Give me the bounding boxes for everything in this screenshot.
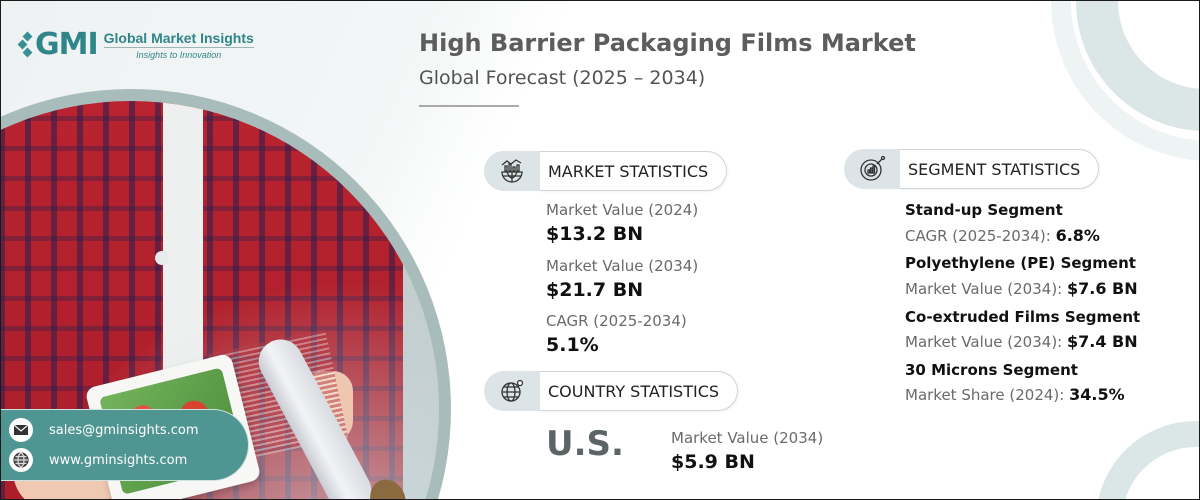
segment-metric-label: Market Value (2034): (905, 280, 1067, 298)
decor-arc-bottom-right (1096, 421, 1199, 499)
contact-email[interactable]: sales@gminsights.com (49, 422, 199, 438)
segment-metric-label: Market Share (2024): (905, 386, 1070, 404)
logo-mark: GMI (35, 27, 99, 62)
contact-website[interactable]: www.gminsights.com (49, 452, 188, 468)
segment-statistics-title: SEGMENT STATISTICS (900, 149, 1100, 189)
segment-name-polyethylene: Polyethylene (PE) Segment (905, 254, 1136, 272)
country-statistics-title: COUNTRY STATISTICS (540, 371, 739, 411)
market-statistics-title: MARKET STATISTICS (540, 151, 728, 191)
segment-name-stand-up: Stand-up Segment (905, 201, 1063, 219)
country-statistics-header: COUNTRY STATISTICS (484, 371, 739, 411)
title-divider (419, 105, 519, 107)
market-value-2034: $21.7 BN (546, 279, 644, 301)
contact-panel: sales@gminsights.com www.gminsights.com (1, 409, 249, 481)
segment-metric-value: $7.6 BN (1067, 279, 1138, 298)
envelope-icon (9, 418, 33, 442)
cagr-label: CAGR (2025-2034) (546, 312, 687, 330)
segment-chart-icon (844, 149, 900, 189)
segment-metric-30-microns: Market Share (2024): 34.5% (905, 385, 1125, 404)
logo-diamonds-icon (17, 31, 33, 59)
page-subtitle: Global Forecast (2025 – 2034) (419, 67, 706, 89)
country-market-value-label: Market Value (2034) (671, 429, 824, 447)
country-market-value: $5.9 BN (671, 451, 755, 473)
globe-pin-icon (484, 371, 540, 411)
segment-statistics-header: SEGMENT STATISTICS (844, 149, 1100, 189)
contact-website-row[interactable]: www.gminsights.com (9, 448, 187, 472)
segment-metric-value: $7.4 BN (1067, 332, 1138, 351)
country-name: U.S. (546, 424, 624, 464)
gmi-logo: GMI Global Market Insights Insights to I… (17, 27, 254, 62)
segment-name-co-extruded: Co-extruded Films Segment (905, 308, 1141, 326)
segment-name-30-microns: 30 Microns Segment (905, 361, 1078, 379)
cagr-value: 5.1% (546, 334, 599, 356)
segment-metric-value: 34.5% (1069, 385, 1125, 404)
market-statistics-header: MARKET STATISTICS (484, 151, 728, 191)
market-value-2024-label: Market Value (2024) (546, 201, 699, 219)
market-value-2034-label: Market Value (2034) (546, 257, 699, 275)
logo-tagline: Insights to Innovation (136, 49, 222, 60)
segment-metric-co-extruded: Market Value (2034): $7.4 BN (905, 332, 1138, 351)
contact-email-row[interactable]: sales@gminsights.com (9, 418, 199, 442)
segment-metric-label: Market Value (2034): (905, 333, 1067, 351)
segment-metric-label: CAGR (2025-2034): (905, 227, 1056, 245)
page-title: High Barrier Packaging Films Market (419, 29, 916, 57)
segment-metric-stand-up: CAGR (2025-2034): 6.8% (905, 226, 1100, 245)
globe-icon (9, 448, 33, 472)
segment-metric-polyethylene: Market Value (2034): $7.6 BN (905, 279, 1138, 298)
chart-globe-icon (484, 151, 540, 191)
logo-name: Global Market Insights (103, 29, 254, 48)
market-value-2024: $13.2 BN (546, 223, 644, 245)
decor-arc-top-right-outer (1051, 1, 1199, 161)
segment-metric-value: 6.8% (1055, 226, 1100, 245)
